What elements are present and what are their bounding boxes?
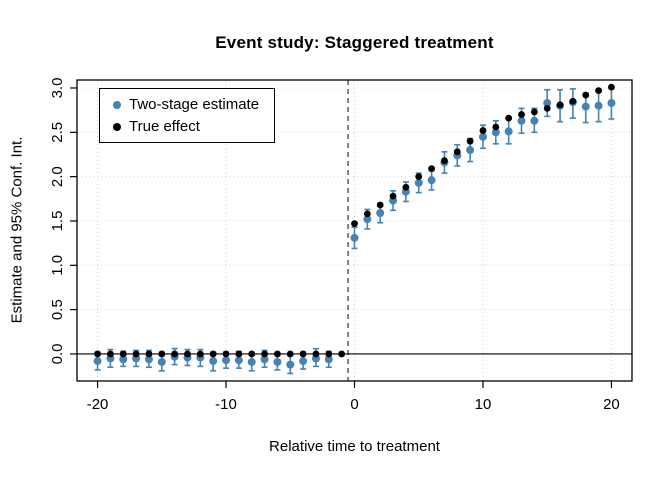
y-tick-label: 2.5 (49, 122, 66, 143)
two-stage-point (491, 128, 500, 137)
two-stage-point (247, 357, 256, 366)
two-stage-point (234, 356, 243, 365)
two-stage-point (119, 355, 128, 364)
true-effect-point (363, 210, 371, 218)
true-effect-point (274, 350, 281, 358)
true-effect-point (184, 350, 191, 358)
true-effect-point (248, 350, 256, 358)
legend-label: Two-stage estimate (129, 96, 260, 113)
true-effect-point (453, 148, 461, 156)
two-stage-point (594, 101, 603, 110)
two-stage-point (144, 355, 153, 364)
legend-item-two-stage: Two-stage estimate (113, 95, 274, 114)
legend: Two-stage estimate True effect (99, 88, 275, 143)
two-stage-point (427, 176, 436, 185)
true-effect-point (235, 350, 243, 358)
two-stage-point (286, 360, 295, 369)
true-effect-point (389, 192, 397, 200)
two-stage-point (376, 208, 385, 217)
two-stage-point (466, 146, 475, 155)
true-effect-marker-icon (113, 122, 121, 131)
true-effect-point (530, 108, 538, 116)
x-tick-label: 20 (603, 396, 620, 413)
y-tick-label: 0.0 (49, 344, 66, 365)
y-tick-label: 1.0 (49, 255, 66, 276)
true-effect-point (312, 350, 320, 358)
true-effect-point (518, 111, 525, 118)
true-effect-point (196, 350, 204, 358)
true-effect-point (582, 91, 590, 99)
true-effect-point (505, 114, 513, 122)
true-effect-point (402, 183, 410, 191)
true-effect-point (299, 350, 307, 358)
two-stage-point (350, 233, 359, 242)
y-tick-label: 1.5 (49, 211, 66, 232)
true-effect-point (119, 350, 127, 358)
true-effect-point (466, 137, 474, 145)
true-effect-point (338, 350, 346, 358)
true-effect-point (569, 97, 577, 105)
x-tick-label: -10 (215, 396, 237, 413)
two-stage-point (93, 357, 102, 366)
two-stage-point (504, 127, 513, 136)
true-effect-point (556, 101, 564, 109)
true-effect-point (261, 350, 268, 358)
two-stage-marker-icon (113, 100, 121, 109)
two-stage-point (324, 355, 333, 364)
two-stage-point (363, 215, 372, 224)
true-effect-point (479, 127, 487, 134)
two-stage-point (209, 357, 218, 366)
x-axis-label: Relative time to treatment (269, 438, 440, 455)
two-stage-point (157, 357, 166, 366)
true-effect-point (595, 87, 602, 95)
two-stage-point (607, 99, 616, 108)
two-stage-point (260, 355, 269, 364)
legend-item-true-effect: True effect (113, 117, 274, 136)
two-stage-point (414, 178, 423, 187)
true-effect-point (543, 104, 551, 112)
y-tick-label: 3.0 (49, 78, 66, 99)
true-effect-point (171, 350, 179, 358)
true-effect-point (145, 350, 153, 358)
y-tick-label: 0.5 (49, 299, 66, 320)
two-stage-point (581, 102, 590, 111)
two-stage-point (273, 357, 282, 366)
two-stage-point (543, 99, 552, 108)
two-stage-point (517, 116, 526, 125)
true-effect-point (351, 220, 358, 228)
x-tick-label: 0 (350, 396, 358, 413)
true-effect-point (209, 350, 217, 358)
true-effect-point (222, 350, 230, 358)
y-tick-label: 2.0 (49, 166, 66, 187)
true-effect-point (428, 165, 435, 173)
true-effect-point (94, 350, 101, 358)
true-effect-point (415, 173, 423, 181)
two-stage-point (222, 356, 231, 365)
x-tick-label: -20 (87, 396, 109, 413)
true-effect-point (107, 350, 114, 358)
true-effect-point (286, 350, 294, 358)
two-stage-point (299, 357, 308, 366)
legend-label: True effect (129, 118, 200, 135)
true-effect-point (158, 350, 166, 358)
two-stage-point (478, 132, 487, 141)
true-effect-point (376, 201, 384, 209)
x-tick-label: 10 (475, 396, 492, 413)
true-effect-point (441, 157, 448, 165)
true-effect-point (132, 350, 140, 358)
true-effect-point (492, 123, 500, 131)
two-stage-point (530, 116, 539, 125)
chart-title: Event study: Staggered treatment (215, 33, 494, 52)
true-effect-point (325, 350, 333, 358)
true-effect-point (608, 83, 615, 91)
